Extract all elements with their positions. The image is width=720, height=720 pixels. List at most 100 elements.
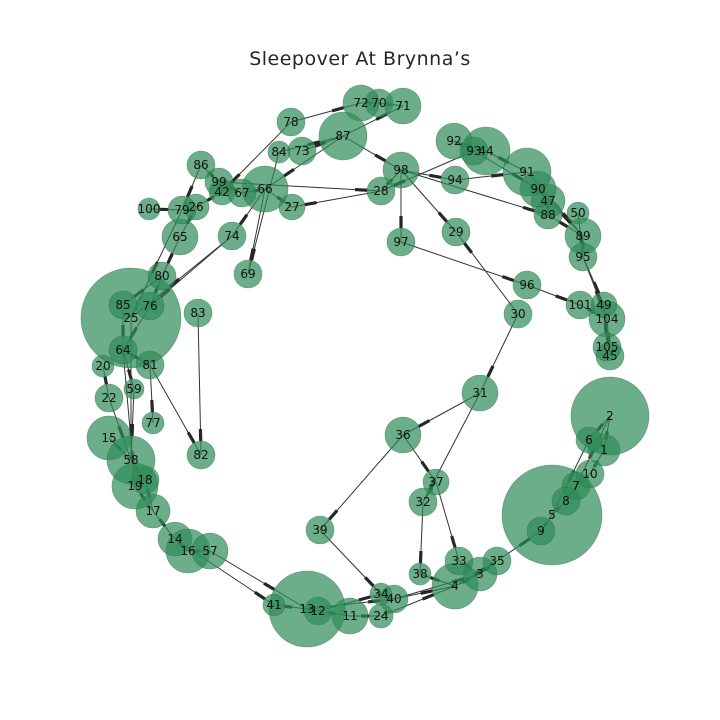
arrow-40-4 bbox=[420, 589, 433, 595]
node-label-34: 34 bbox=[373, 587, 388, 601]
node-label-87: 87 bbox=[335, 129, 350, 143]
node-label-17: 17 bbox=[145, 504, 160, 518]
node-label-85: 85 bbox=[115, 298, 130, 312]
node-label-84: 84 bbox=[271, 145, 286, 159]
node-label-16: 16 bbox=[180, 544, 195, 558]
node-57 bbox=[191, 532, 229, 570]
arrow-87-98 bbox=[374, 153, 387, 163]
node-9 bbox=[526, 516, 556, 546]
arrow-87-66 bbox=[283, 168, 295, 178]
node-label-30: 30 bbox=[510, 307, 525, 321]
node-36 bbox=[384, 416, 422, 454]
node-label-104: 104 bbox=[596, 312, 619, 326]
arrow-98-29 bbox=[437, 211, 448, 223]
node-label-47: 47 bbox=[540, 194, 555, 208]
node-label-44: 44 bbox=[478, 144, 493, 158]
node-29 bbox=[441, 217, 471, 247]
node-label-22: 22 bbox=[101, 391, 116, 405]
node-84 bbox=[267, 140, 291, 164]
arrow-36-39 bbox=[328, 509, 339, 521]
node-label-98: 98 bbox=[393, 163, 408, 177]
arrow-30-31 bbox=[486, 365, 495, 378]
node-10 bbox=[575, 459, 605, 489]
node-97 bbox=[386, 227, 416, 257]
node-label-1: 1 bbox=[600, 443, 608, 457]
node-label-6: 6 bbox=[585, 433, 593, 447]
node-label-88: 88 bbox=[540, 208, 555, 222]
node-82 bbox=[186, 440, 216, 470]
node-label-25: 25 bbox=[123, 311, 138, 325]
arrow-24-4 bbox=[421, 593, 435, 601]
node-label-14: 14 bbox=[167, 532, 182, 546]
node-105 bbox=[592, 332, 622, 362]
node-59 bbox=[123, 378, 145, 400]
node-label-26: 26 bbox=[188, 200, 203, 214]
arrow-14-41 bbox=[253, 590, 266, 601]
node-41 bbox=[262, 593, 286, 617]
node-label-19: 19 bbox=[127, 479, 142, 493]
node-32 bbox=[408, 487, 438, 517]
node-69 bbox=[233, 259, 263, 289]
node-22 bbox=[94, 383, 124, 413]
node-79 bbox=[167, 195, 197, 225]
arrow-39-34 bbox=[363, 576, 375, 588]
node-label-66: 66 bbox=[257, 182, 272, 196]
node-label-99: 99 bbox=[211, 175, 226, 189]
node-label-11: 11 bbox=[342, 609, 357, 623]
node-label-70: 70 bbox=[371, 96, 386, 110]
node-label-9: 9 bbox=[537, 524, 545, 538]
node-label-77: 77 bbox=[145, 416, 160, 430]
chart-title: Sleepover At Brynna’s bbox=[249, 48, 471, 70]
node-label-76: 76 bbox=[142, 299, 157, 313]
arrow-88-89 bbox=[557, 220, 569, 229]
node-label-69: 69 bbox=[240, 267, 255, 281]
node-80 bbox=[147, 261, 177, 291]
node-label-42: 42 bbox=[214, 185, 229, 199]
node-label-15: 15 bbox=[101, 431, 116, 445]
node-91 bbox=[502, 147, 552, 197]
node-label-29: 29 bbox=[448, 225, 463, 239]
arrow-65-80 bbox=[166, 252, 174, 264]
node-96 bbox=[512, 270, 542, 300]
node-label-50: 50 bbox=[570, 206, 585, 220]
arrow-81-82 bbox=[186, 431, 196, 444]
node-74 bbox=[217, 221, 247, 251]
node-label-67: 67 bbox=[234, 186, 249, 200]
node-label-58: 58 bbox=[123, 453, 138, 467]
node-label-57: 57 bbox=[202, 544, 217, 558]
node-label-94: 94 bbox=[447, 173, 462, 187]
arrow-86-79 bbox=[185, 185, 194, 198]
node-label-40: 40 bbox=[386, 592, 401, 606]
node-label-81: 81 bbox=[142, 358, 157, 372]
node-label-5: 5 bbox=[548, 508, 556, 522]
arrow-98-94 bbox=[429, 173, 442, 180]
node-label-33: 33 bbox=[451, 554, 466, 568]
node-label-100: 100 bbox=[138, 202, 161, 216]
node-label-28: 28 bbox=[373, 184, 388, 198]
arrow-94-91 bbox=[491, 173, 504, 178]
node-label-96: 96 bbox=[519, 278, 534, 292]
node-label-3: 3 bbox=[476, 567, 484, 581]
node-81 bbox=[135, 350, 165, 380]
node-83 bbox=[183, 298, 213, 328]
node-38 bbox=[408, 562, 432, 586]
node-label-97: 97 bbox=[393, 235, 408, 249]
arrow-97-96 bbox=[501, 275, 515, 282]
node-label-93: 93 bbox=[466, 144, 481, 158]
node-95 bbox=[568, 242, 598, 272]
node-label-95: 95 bbox=[575, 250, 590, 264]
arrow-20-22 bbox=[103, 375, 108, 385]
node-label-105: 105 bbox=[596, 340, 619, 354]
arrow-30-29 bbox=[463, 242, 473, 254]
node-label-27: 27 bbox=[284, 200, 299, 214]
node-label-83: 83 bbox=[190, 306, 205, 320]
node-label-18: 18 bbox=[137, 473, 152, 487]
node-label-82: 82 bbox=[193, 448, 208, 462]
arrow-98-88 bbox=[522, 205, 536, 213]
node-label-12: 12 bbox=[310, 604, 325, 618]
node-58 bbox=[106, 435, 156, 485]
arrow-37-33 bbox=[450, 535, 457, 549]
node-101 bbox=[565, 290, 595, 320]
